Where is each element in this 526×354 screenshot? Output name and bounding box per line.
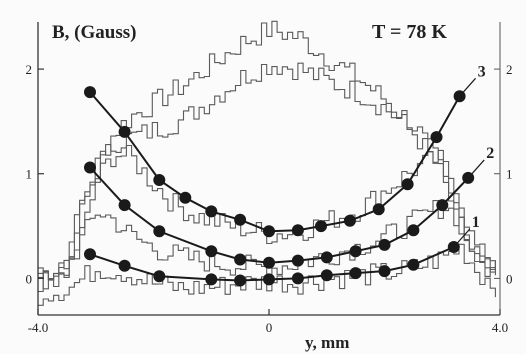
data-point bbox=[263, 256, 275, 269]
measured-profile bbox=[38, 62, 496, 290]
ticks: 0 01 12 2-4.0 0 4.0 bbox=[26, 62, 513, 335]
series-label: 1 bbox=[472, 214, 480, 231]
temperature-annotation: T = 78 K bbox=[372, 21, 447, 43]
y-tick-label: 2 bbox=[26, 62, 33, 77]
series-leader-line bbox=[453, 228, 471, 248]
y-tick-label-right: 2 bbox=[506, 62, 513, 77]
data-point bbox=[436, 199, 449, 212]
data-point bbox=[153, 270, 166, 283]
x-tick-label: 0 bbox=[266, 320, 273, 335]
data-point bbox=[320, 269, 333, 282]
data-point bbox=[372, 203, 385, 216]
data-point bbox=[234, 213, 247, 226]
data-point bbox=[291, 254, 304, 267]
data-point bbox=[84, 161, 96, 174]
data-point bbox=[118, 259, 131, 272]
x-axis-label: y, mm bbox=[305, 333, 349, 352]
y-tick-label-right: 1 bbox=[506, 167, 513, 182]
x-tick-label: 4.0 bbox=[492, 320, 508, 335]
measured-profile bbox=[38, 243, 496, 306]
data-point bbox=[205, 245, 218, 258]
data-point bbox=[378, 265, 391, 278]
data-point bbox=[343, 214, 356, 227]
data-point bbox=[401, 178, 414, 191]
data-point bbox=[84, 248, 96, 261]
series-leader-line bbox=[459, 77, 477, 97]
data-point bbox=[430, 131, 443, 144]
y-tick-label: 1 bbox=[26, 167, 33, 182]
series-leader-line bbox=[467, 159, 485, 179]
y-axis-label: B, (Gauss) bbox=[52, 22, 136, 43]
data-point bbox=[118, 125, 131, 138]
series-label: 2 bbox=[486, 145, 494, 162]
data-point bbox=[291, 224, 304, 237]
data-point bbox=[234, 253, 247, 266]
data-point bbox=[153, 225, 166, 238]
data-point bbox=[205, 205, 218, 218]
data-point bbox=[179, 191, 192, 204]
data-point bbox=[320, 251, 333, 264]
data-point bbox=[315, 220, 327, 233]
data-point bbox=[407, 224, 420, 237]
fitted-curves bbox=[84, 86, 475, 287]
data-point bbox=[118, 199, 131, 212]
data-point bbox=[378, 238, 391, 251]
data-point bbox=[407, 258, 420, 271]
data-point bbox=[153, 174, 166, 186]
series-label: 3 bbox=[478, 63, 486, 80]
measured-profiles bbox=[38, 20, 496, 306]
series-labels: 3 2 1 bbox=[453, 63, 494, 248]
y-tick-label-right: 0 bbox=[506, 271, 513, 286]
y-tick-label: 0 bbox=[26, 271, 33, 286]
data-point bbox=[263, 273, 275, 286]
data-point bbox=[291, 272, 304, 285]
x-tick-label: -4.0 bbox=[28, 320, 49, 335]
data-point bbox=[205, 273, 218, 286]
data-point bbox=[349, 267, 362, 280]
labels: B, (Gauss) T = 78 K y, mm bbox=[52, 21, 447, 352]
data-point bbox=[263, 225, 275, 238]
measured-profile bbox=[38, 20, 496, 281]
data-point bbox=[84, 86, 96, 99]
data-point bbox=[234, 274, 247, 287]
data-point bbox=[349, 245, 362, 258]
